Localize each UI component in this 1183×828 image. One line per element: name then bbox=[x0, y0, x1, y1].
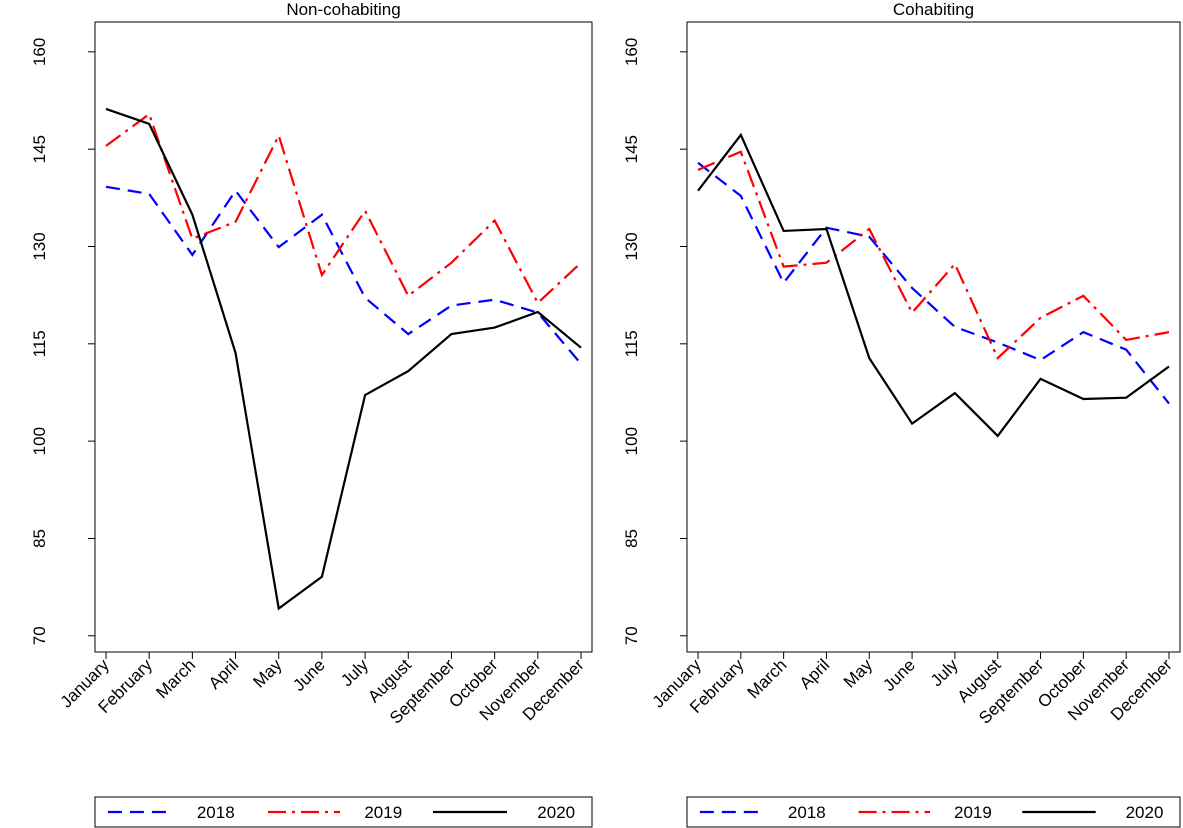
y-tick-label: 160 bbox=[30, 38, 49, 66]
y-tick-label: 145 bbox=[30, 135, 49, 163]
series-line bbox=[105, 107, 582, 611]
x-tick-label: May bbox=[249, 655, 285, 691]
legend-label: 2020 bbox=[537, 803, 575, 822]
legend-label: 2018 bbox=[197, 803, 235, 822]
chart-title: Non-cohabiting bbox=[286, 0, 400, 19]
series-line bbox=[697, 150, 1170, 360]
x-tick-label: March bbox=[152, 655, 199, 702]
legend-label: 2019 bbox=[954, 803, 992, 822]
series-line bbox=[105, 185, 582, 365]
x-tick-label: May bbox=[840, 655, 876, 691]
x-tick-label: April bbox=[205, 655, 242, 692]
y-tick-label: 145 bbox=[622, 135, 641, 163]
x-tick-label: March bbox=[744, 655, 791, 702]
y-tick-label: 100 bbox=[622, 427, 641, 455]
y-tick-label: 115 bbox=[30, 330, 49, 357]
y-tick-label: 130 bbox=[622, 232, 641, 260]
y-tick-label: 85 bbox=[622, 529, 641, 548]
y-tick-label: 100 bbox=[30, 427, 49, 455]
plot-frame bbox=[94, 21, 593, 653]
y-tick-label: 70 bbox=[622, 626, 641, 645]
legend-label: 2020 bbox=[1126, 803, 1164, 822]
legend-label: 2018 bbox=[788, 803, 826, 822]
x-tick-label: July bbox=[927, 655, 962, 690]
y-tick-label: 160 bbox=[622, 38, 641, 66]
y-tick-label: 115 bbox=[622, 330, 641, 357]
series-line bbox=[697, 161, 1170, 405]
y-tick-label: 130 bbox=[30, 232, 49, 260]
x-tick-label: June bbox=[879, 655, 919, 695]
series-line bbox=[105, 112, 582, 305]
plot-frame bbox=[686, 21, 1181, 653]
legend-label: 2019 bbox=[364, 803, 402, 822]
legend-box bbox=[686, 796, 1181, 828]
chart-title: Cohabiting bbox=[893, 0, 974, 19]
x-tick-label: June bbox=[289, 655, 329, 695]
y-tick-label: 85 bbox=[30, 529, 49, 548]
series-line bbox=[697, 132, 1170, 438]
x-tick-label: April bbox=[796, 655, 833, 692]
legend-box bbox=[94, 796, 593, 828]
x-tick-label: July bbox=[337, 655, 372, 690]
y-tick-label: 70 bbox=[30, 626, 49, 645]
